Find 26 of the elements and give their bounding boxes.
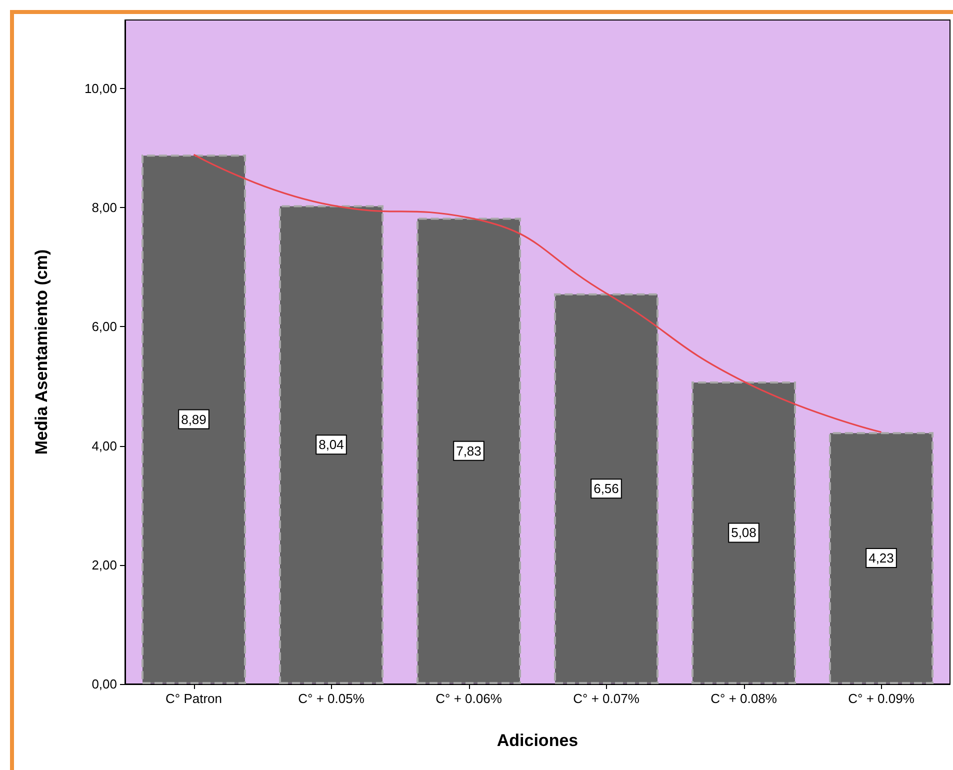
data-label: 8,04 xyxy=(318,437,344,452)
bar xyxy=(142,154,246,684)
y-tick-label: 10,00 xyxy=(84,80,117,96)
x-tick-label: C° + 0.09% xyxy=(848,691,915,706)
data-label: 4,23 xyxy=(868,550,894,566)
data-label: 5,08 xyxy=(731,525,756,540)
x-tick-label: C° Patron xyxy=(165,691,222,706)
y-tick-label: 2,00 xyxy=(92,557,117,572)
bar xyxy=(279,205,384,684)
y-tick-label: 6,00 xyxy=(92,319,117,334)
x-tick-label: C° + 0.07% xyxy=(573,691,640,706)
data-label: 8,89 xyxy=(181,412,206,427)
x-axis-title: Adiciones xyxy=(496,731,578,750)
y-tick-label: 4,00 xyxy=(92,438,117,454)
bar xyxy=(692,381,796,684)
y-tick-label: 0,00 xyxy=(92,676,117,692)
x-tick-label: C° + 0.05% xyxy=(298,691,365,706)
bar xyxy=(829,432,934,684)
y-tick-label: 8,00 xyxy=(92,200,117,216)
data-label: 6,56 xyxy=(594,481,619,496)
x-tick-label: C° + 0.08% xyxy=(710,691,778,706)
bar xyxy=(554,293,658,684)
bar xyxy=(416,218,521,684)
data-label: 7,83 xyxy=(456,443,482,458)
y-axis-title: Media Asentamiento (cm) xyxy=(32,249,51,455)
x-tick-label: C° + 0.06% xyxy=(436,691,502,706)
